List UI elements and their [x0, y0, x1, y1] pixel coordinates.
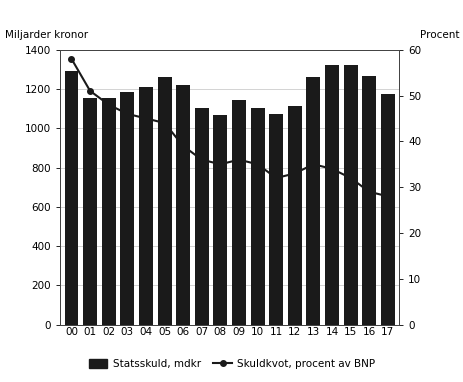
Bar: [120, 92, 134, 325]
Bar: [325, 65, 338, 325]
Bar: [83, 98, 97, 325]
Bar: [306, 77, 320, 325]
Bar: [194, 108, 208, 325]
Bar: [362, 76, 375, 325]
Bar: [138, 87, 153, 325]
Bar: [157, 77, 171, 325]
Legend: Statsskuld, mdkr, Skuldkvot, procent av BNP: Statsskuld, mdkr, Skuldkvot, procent av …: [84, 354, 379, 373]
Bar: [269, 115, 282, 325]
Text: Procent: Procent: [419, 30, 458, 40]
Bar: [380, 94, 394, 325]
Text: Miljarder kronor: Miljarder kronor: [5, 30, 88, 40]
Bar: [232, 100, 245, 325]
Bar: [250, 108, 264, 325]
Bar: [343, 65, 357, 325]
Bar: [213, 115, 227, 325]
Bar: [64, 71, 78, 325]
Bar: [287, 106, 301, 325]
Bar: [176, 85, 190, 325]
Bar: [101, 98, 115, 325]
